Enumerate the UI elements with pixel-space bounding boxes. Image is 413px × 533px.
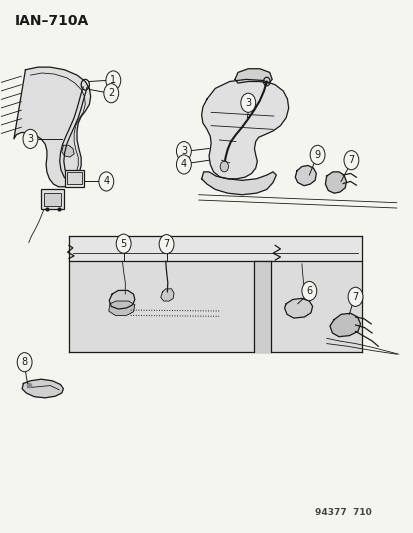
Polygon shape — [109, 301, 135, 316]
Text: 7: 7 — [163, 239, 169, 249]
Circle shape — [159, 235, 173, 254]
Text: 7: 7 — [347, 155, 354, 165]
Circle shape — [347, 287, 362, 306]
Polygon shape — [160, 289, 173, 301]
Circle shape — [176, 155, 191, 174]
Polygon shape — [325, 172, 346, 193]
Circle shape — [99, 172, 114, 191]
Polygon shape — [69, 261, 361, 352]
Circle shape — [309, 146, 324, 165]
Polygon shape — [69, 236, 361, 261]
Circle shape — [104, 84, 119, 103]
Circle shape — [343, 151, 358, 169]
FancyBboxPatch shape — [67, 172, 82, 184]
Text: 3: 3 — [27, 134, 33, 144]
Polygon shape — [62, 146, 74, 157]
FancyBboxPatch shape — [64, 169, 84, 187]
Polygon shape — [235, 69, 271, 83]
Text: 6: 6 — [306, 286, 312, 296]
Text: 3: 3 — [244, 98, 251, 108]
Circle shape — [17, 353, 32, 372]
Text: 7: 7 — [351, 292, 358, 302]
Polygon shape — [254, 261, 270, 352]
Polygon shape — [284, 298, 312, 318]
Text: IAN–710A: IAN–710A — [15, 14, 89, 28]
Circle shape — [301, 281, 316, 301]
Polygon shape — [201, 172, 275, 195]
Polygon shape — [109, 290, 135, 309]
Polygon shape — [294, 165, 316, 185]
Text: 5: 5 — [120, 239, 126, 248]
Text: 1: 1 — [110, 76, 116, 85]
Circle shape — [23, 130, 38, 149]
FancyBboxPatch shape — [41, 189, 64, 209]
Circle shape — [220, 161, 228, 172]
Circle shape — [176, 142, 191, 161]
Text: 4: 4 — [103, 176, 109, 187]
Circle shape — [106, 71, 121, 90]
Text: 94377  710: 94377 710 — [314, 508, 370, 518]
Text: 8: 8 — [21, 357, 28, 367]
Text: 2: 2 — [108, 88, 114, 98]
Text: 3: 3 — [180, 146, 187, 156]
Circle shape — [116, 234, 131, 253]
Polygon shape — [14, 67, 90, 187]
Polygon shape — [22, 379, 63, 398]
Polygon shape — [329, 313, 360, 337]
Polygon shape — [201, 79, 288, 179]
Circle shape — [240, 93, 255, 112]
Text: 9: 9 — [314, 150, 320, 160]
Text: 4: 4 — [180, 159, 187, 169]
FancyBboxPatch shape — [44, 192, 60, 206]
